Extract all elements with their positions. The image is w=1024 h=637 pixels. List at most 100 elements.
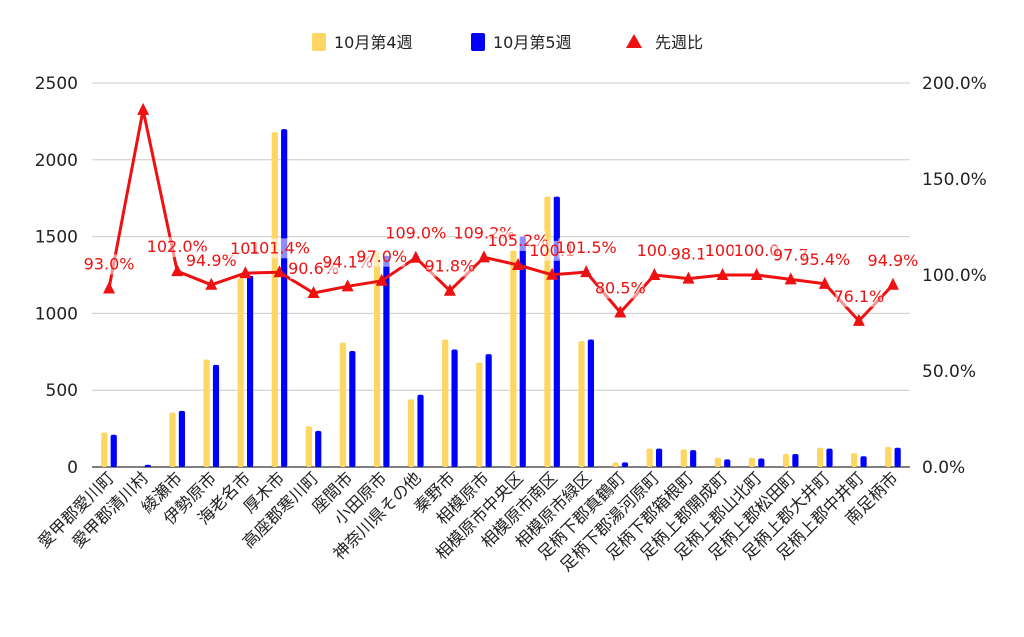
data-label-bg: [801, 249, 849, 270]
ratio-point-marker: [818, 276, 831, 289]
data-label-bg: [426, 256, 474, 277]
ratio-line: [103, 102, 899, 326]
ratio-point-marker: [443, 283, 456, 296]
bar-series-2: [144, 464, 151, 467]
data-label-bg: [703, 241, 742, 261]
ratio-point-marker: [341, 279, 354, 292]
bar-series-2: [451, 349, 458, 467]
bar-series-1: [544, 196, 551, 467]
bar-series-1: [646, 448, 653, 467]
bar-series-1: [442, 339, 449, 467]
legend-label-series-3: 先週比: [655, 33, 703, 52]
legend-item-series-2: 10月第5週: [471, 33, 572, 52]
bar-series-2: [349, 351, 356, 467]
data-label-bg: [387, 223, 444, 244]
ratio-point-marker: [477, 250, 490, 263]
data-label-bg: [733, 241, 781, 261]
bar-series-1: [851, 453, 858, 467]
data-label-bg: [187, 250, 235, 271]
ratio-point-marker: [307, 286, 320, 299]
bar-series-2: [281, 129, 288, 467]
legend-marker-triangle: [626, 34, 642, 48]
y-right-tick-label: 0.0%: [922, 458, 965, 478]
data-label-bg: [596, 278, 644, 299]
data-label: 76.1%: [833, 287, 884, 306]
ratio-point-marker: [580, 265, 593, 278]
y-left-tick-label: 500: [46, 381, 78, 401]
bar-series-1: [305, 426, 312, 467]
ratio-point-marker: [546, 267, 559, 280]
data-label-bg: [835, 286, 883, 307]
data-label-bg: [251, 238, 308, 259]
ratio-point-marker: [852, 313, 865, 326]
data-label: 109.0%: [385, 224, 446, 243]
y-left-tick-label: 1000: [35, 304, 78, 324]
legend: 10月第4週 10月第5週 先週比: [312, 33, 703, 52]
bar-series-2: [724, 459, 731, 467]
ratio-point-marker: [886, 277, 899, 290]
bar-series-2: [178, 410, 186, 467]
bar-series-2: [655, 448, 663, 467]
y-right-tick-label: 100.0%: [922, 266, 987, 286]
bar-series-1: [714, 457, 721, 467]
bar-series-2: [246, 275, 254, 467]
legend-swatch-series-1: [312, 33, 326, 51]
data-label-bg: [85, 254, 133, 275]
bar-series-2: [485, 354, 492, 467]
bar-series-1: [612, 462, 619, 467]
ratio-point-marker: [512, 258, 525, 271]
ratio-point-marker: [137, 102, 150, 115]
ratio-point-marker: [171, 264, 184, 277]
data-label: 101.5%: [556, 238, 617, 257]
bar-series-1: [680, 449, 687, 467]
gridlines: [92, 82, 910, 468]
y-left-tick-label: 0: [67, 458, 78, 478]
data-label-bg: [669, 244, 708, 265]
x-axis-categories: 愛甲郡愛川町愛甲郡清川村綾瀬市伊勢原市海老名市厚木市高座郡寒川町座間市小田原市神…: [34, 468, 901, 575]
bar-series-1: [169, 412, 176, 467]
data-label: 100.0: [734, 241, 780, 260]
ratio-point-marker: [375, 273, 388, 286]
data-label-bg: [869, 250, 917, 271]
data-label: 91.8%: [424, 257, 475, 276]
ratio-point-marker: [103, 281, 116, 294]
y-left-tick-label: 1500: [35, 228, 78, 248]
ratio-point-marker: [614, 305, 627, 318]
bar-series-2: [315, 430, 322, 467]
y-left-tick-label: 2000: [35, 151, 78, 171]
y-right-tick-label: 50.0%: [922, 362, 976, 382]
bar-series-1: [203, 359, 210, 467]
data-label-bg: [635, 241, 674, 261]
data-label: 100.: [705, 241, 741, 260]
bar-series-1: [237, 278, 244, 467]
bar-series-1: [816, 447, 824, 467]
bar-series-2: [417, 394, 424, 467]
data-label: 80.5%: [595, 278, 646, 297]
bar-series-1: [373, 251, 381, 467]
data-label: 94.9%: [868, 251, 919, 270]
y-axis-left: 0 500 1000 1500 2000 2500: [35, 74, 78, 478]
data-label-bg: [358, 246, 406, 267]
data-label: 100.: [637, 241, 673, 260]
legend-item-series-3: 先週比: [626, 33, 703, 52]
data-label: 94.9%: [186, 251, 237, 270]
legend-swatch-series-2: [471, 33, 485, 51]
bar-series-2: [621, 462, 629, 467]
ratio-point-marker: [682, 271, 695, 284]
y-right-tick-label: 150.0%: [922, 170, 987, 190]
ratio-point-marker: [273, 265, 286, 278]
bar-series-2: [519, 236, 526, 467]
ratio-point-marker: [784, 272, 797, 285]
bar-series-2: [826, 448, 833, 467]
data-label: 97.0%: [356, 247, 407, 266]
bar-series-1: [885, 447, 892, 467]
data-label-bg: [558, 238, 615, 259]
bar-series-1: [476, 362, 483, 467]
bar-series-2: [110, 434, 117, 467]
bar-series-2: [383, 255, 390, 467]
bar-series-2: [690, 450, 697, 467]
bar-series-2: [758, 458, 765, 467]
data-label: 93.0%: [84, 254, 135, 273]
